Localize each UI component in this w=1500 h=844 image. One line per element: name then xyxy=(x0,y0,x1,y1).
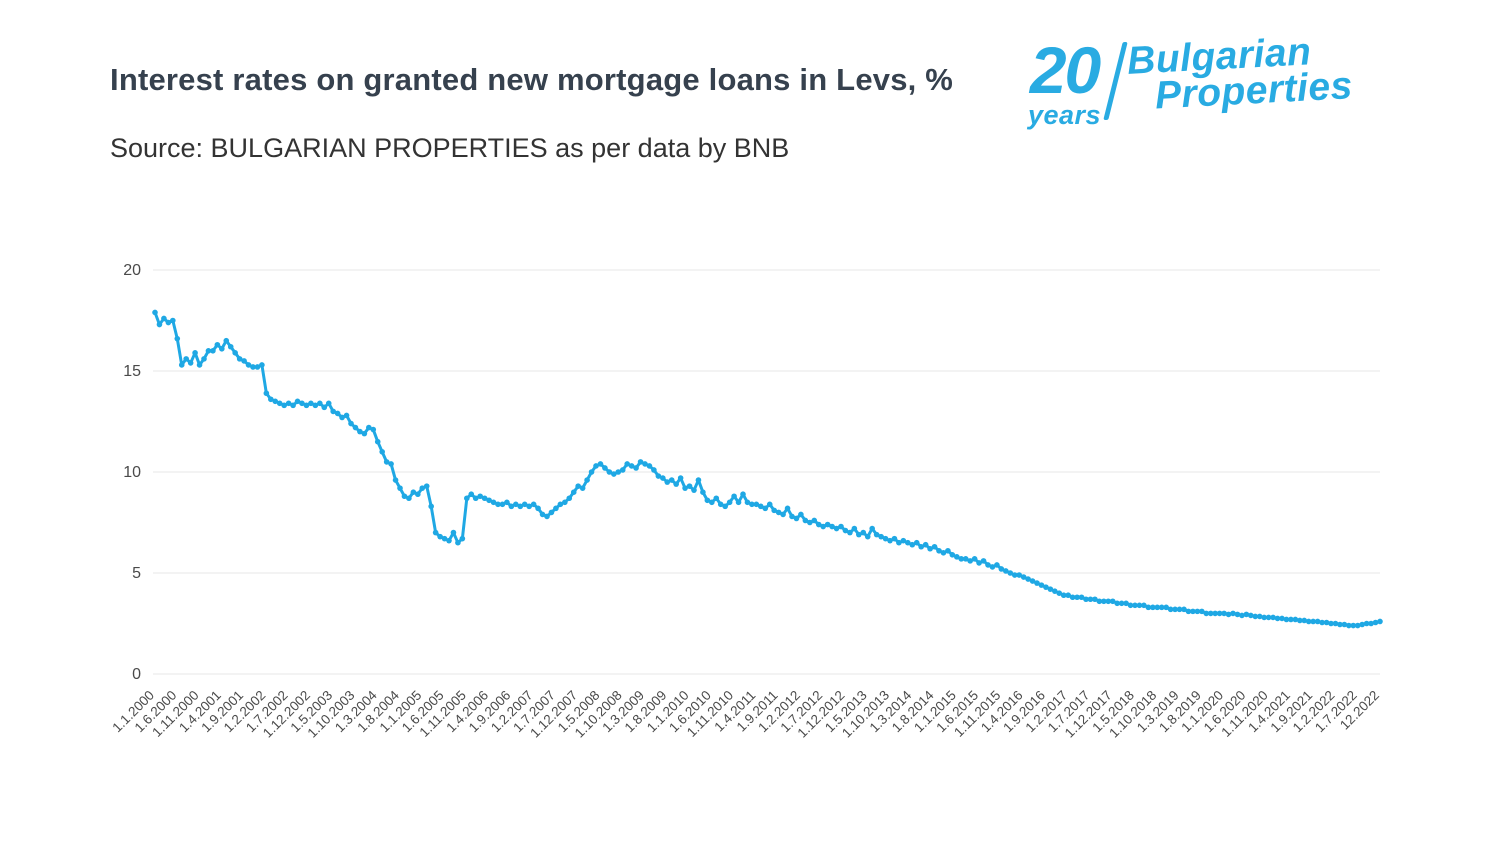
logo-20-years: 20 years xyxy=(1028,33,1102,131)
page-title: Interest rates on granted new mortgage l… xyxy=(110,62,954,97)
chart-source-caption: Source: BULGARIAN PROPERTIES as per data… xyxy=(110,133,790,163)
y-axis-tick-label: 20 xyxy=(123,262,141,279)
logo-brand-name: Bulgarian Properties xyxy=(1126,30,1354,118)
logo-years-label: years xyxy=(1028,100,1102,130)
y-axis-tick-label: 0 xyxy=(132,666,141,683)
interest-rate-line-chart-svg: 051015201.1.20001.6.20001.11.20001.4.200… xyxy=(109,262,1383,741)
y-axis-tick-label: 10 xyxy=(123,464,141,481)
bulgarian-properties-logo: 20 years Bulgarian Properties xyxy=(1028,30,1388,148)
logo-brand-line2: Properties xyxy=(1153,64,1354,118)
logo-slash-divider xyxy=(1103,42,1128,120)
logo-number: 20 xyxy=(1029,33,1101,107)
line-chart: 0 5 10 15 20 1.1.2000 1.6.2000 1.11.2000 1.4.200… xyxy=(0,228,1500,844)
y-axis-tick-label: 15 xyxy=(123,363,141,380)
y-axis-tick-label: 5 xyxy=(132,565,141,582)
interest-rate-series-line xyxy=(153,310,1382,628)
